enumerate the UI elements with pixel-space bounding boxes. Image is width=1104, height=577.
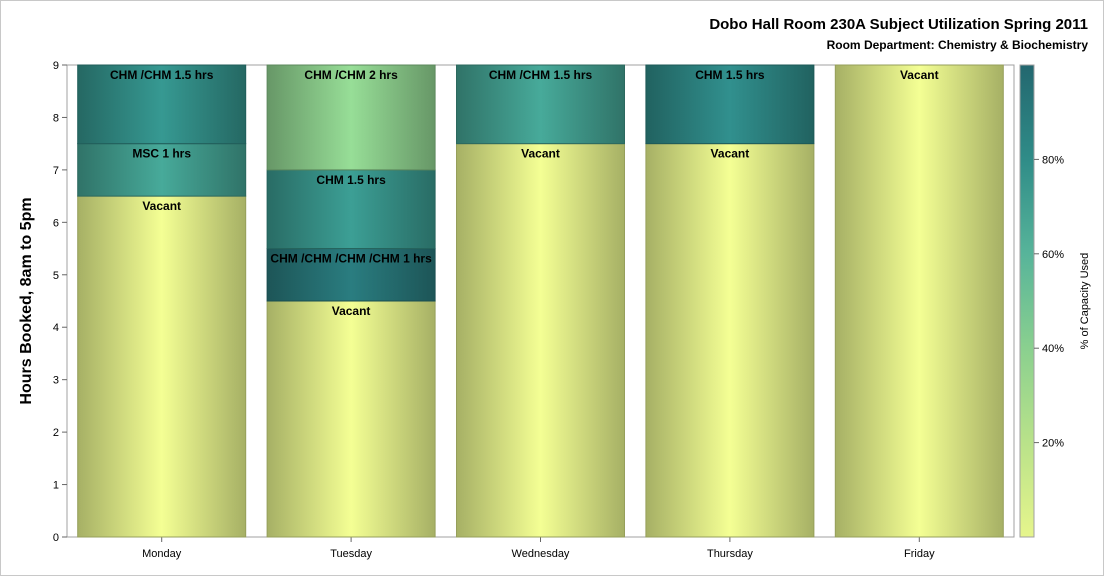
bar-segment-label: Vacant: [332, 304, 371, 318]
y-tick-label: 3: [53, 375, 59, 387]
bar-segment-label: CHM /CHM /CHM /CHM 1 hrs: [270, 252, 432, 266]
bar-segment: [77, 143, 247, 197]
bar-segment: [456, 143, 625, 538]
colorbar-title: % of Capacity Used: [1079, 253, 1091, 350]
bar-segment-label: MSC 1 hrs: [132, 147, 191, 161]
chart-subtitle: Room Department: Chemistry & Biochemistr…: [827, 38, 1089, 52]
bar-segment: [266, 169, 436, 250]
bar-segment: [645, 64, 815, 145]
y-tick-label: 4: [53, 322, 59, 334]
y-tick-label: 2: [53, 427, 59, 439]
bar-segment: [266, 300, 436, 538]
chart-title: Dobo Hall Room 230A Subject Utilization …: [709, 16, 1088, 33]
bar-segment-label: CHM 1.5 hrs: [316, 173, 386, 187]
bar-segment-label: CHM /CHM 2 hrs: [304, 68, 398, 82]
bar-segment: [77, 64, 247, 145]
colorbar-tick-label: 40%: [1042, 343, 1064, 355]
bar-segment-label: CHM /CHM 1.5 hrs: [110, 68, 214, 82]
colorbar-tick-label: 60%: [1042, 249, 1064, 261]
bar-segment-label: Vacant: [900, 68, 939, 82]
y-tick-label: 5: [53, 270, 59, 282]
y-tick-label: 1: [53, 480, 59, 492]
bar-segment-label: Vacant: [521, 147, 560, 161]
plot-area: 0 1 2 3 4 5 6 7 8 9 Monday Vacant MSC 1 hrs CHM /CHM …: [53, 60, 1064, 560]
bar-segment: [266, 64, 436, 171]
y-axis-title: Hours Booked, 8am to 5pm: [18, 197, 35, 404]
colorbar: [1019, 64, 1035, 538]
x-tick-label: Thursday: [707, 548, 753, 560]
x-tick-label: Friday: [904, 548, 935, 560]
x-tick-label: Wednesday: [512, 548, 570, 560]
bar-segment: [456, 64, 625, 145]
bar-segment: [645, 143, 815, 538]
y-tick-label: 0: [53, 532, 59, 544]
y-tick-label: 6: [53, 217, 59, 229]
y-tick-label: 9: [53, 60, 59, 72]
y-tick-label: 8: [53, 112, 59, 124]
colorbar-tick-label: 80%: [1042, 154, 1064, 166]
colorbar-tick-label: 20%: [1042, 438, 1064, 450]
bar-segment: [77, 195, 247, 538]
x-tick-label: Monday: [142, 548, 182, 560]
bar-segment-label: Vacant: [142, 199, 181, 213]
bar-segment: [266, 248, 436, 302]
x-tick-label: Tuesday: [330, 548, 372, 560]
y-tick-label: 7: [53, 165, 59, 177]
bar-segment-label: CHM /CHM 1.5 hrs: [489, 68, 593, 82]
bar-segment-label: Vacant: [711, 147, 750, 161]
bar-segment: [834, 64, 1004, 538]
bar-segment-label: CHM 1.5 hrs: [695, 68, 765, 82]
